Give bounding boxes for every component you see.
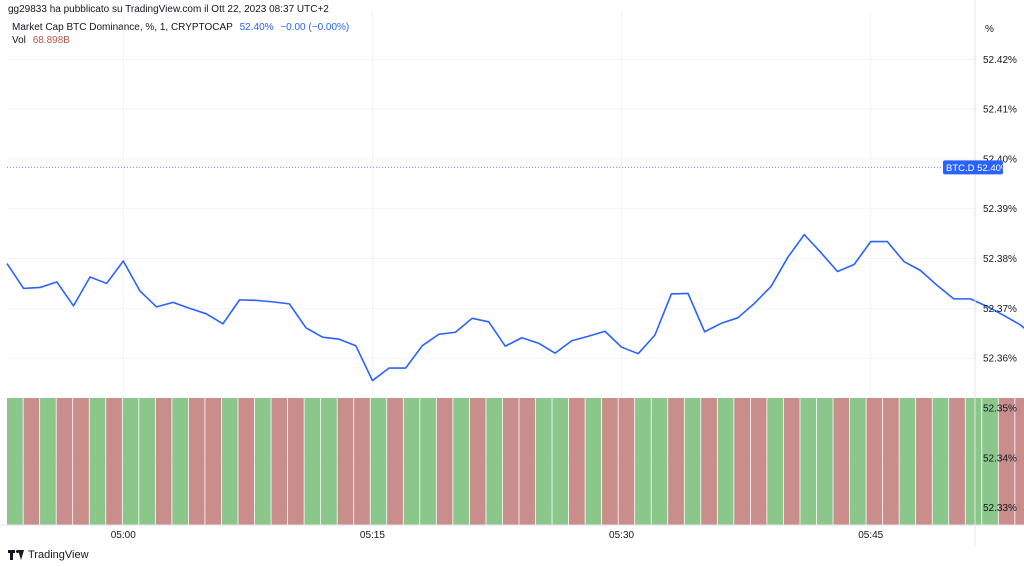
volume-legend: Vol 68.898B (12, 35, 74, 46)
y-tick-label: 52.38% (983, 254, 1017, 265)
y-tick-label: 52.41% (983, 105, 1017, 116)
volume-bar (403, 398, 420, 525)
volume-bar (883, 398, 899, 525)
volume-bar (502, 398, 519, 525)
volume-label: Vol (12, 35, 26, 46)
volume-bar (668, 398, 684, 525)
volume-bar (73, 398, 89, 525)
volume-bar (155, 398, 172, 525)
volume-bar (684, 398, 701, 525)
footer-brand[interactable]: TradingView (8, 549, 89, 561)
volume-bar (750, 398, 767, 525)
volume-bar (387, 398, 403, 525)
volume-bar (420, 398, 436, 525)
volume-bar (998, 398, 1015, 525)
volume-bar (89, 398, 106, 525)
volume-bar (701, 398, 717, 525)
volume-bar (767, 398, 784, 525)
volume-bar (899, 398, 916, 525)
volume-bar (651, 398, 668, 525)
volume-bar (469, 398, 486, 525)
series-line-btc-d (6, 233, 1024, 382)
volume-bar (602, 398, 618, 525)
series-label: Market Cap BTC Dominance, %, 1, CRYPTOCA… (12, 22, 233, 33)
volume-bar (833, 398, 850, 525)
volume-bar (618, 398, 635, 525)
volume-bar (965, 398, 982, 525)
volume-bar (188, 398, 205, 525)
volume-bar (254, 398, 271, 525)
volume-bar (172, 398, 189, 525)
volume-bar (635, 398, 651, 525)
volume-bar (552, 398, 569, 525)
volume-bar (717, 398, 734, 525)
volume-bar (271, 398, 288, 525)
volume-bar (205, 398, 222, 525)
volume-bar (221, 398, 238, 525)
y-tick-label: 52.42% (983, 55, 1017, 66)
y-tick-label: 52.40% (983, 154, 1017, 165)
volume-bar (568, 398, 585, 525)
series-legend: Market Cap BTC Dominance, %, 1, CRYPTOCA… (12, 22, 353, 33)
last-value: 52.40% (239, 22, 274, 33)
volume-bar (816, 398, 833, 525)
y-tick-label: 52.36% (983, 354, 1017, 365)
volume-bar (783, 398, 800, 525)
volume-bar (337, 398, 354, 525)
publish-header: gg29833 ha pubblicato su TradingView.com… (8, 4, 329, 15)
volume-bar (1015, 398, 1024, 525)
tradingview-logo-icon (8, 550, 24, 560)
volume-bar (354, 398, 370, 525)
volume-bar (932, 398, 949, 525)
volume-value: 68.898B (32, 35, 70, 46)
volume-bar (370, 398, 387, 525)
price-tag: BTC.D 52.40% (943, 160, 1010, 175)
volume-bars (7, 398, 1024, 525)
volume-bar (23, 398, 40, 525)
volume-bar (139, 398, 155, 525)
volume-bar (949, 398, 965, 525)
volume-bar (40, 398, 56, 525)
volume-bar (436, 398, 453, 525)
x-tick-label: 05:00 (111, 530, 136, 541)
x-tick-label: 05:15 (360, 530, 385, 541)
volume-bar (585, 398, 602, 525)
price-tag-bg (943, 160, 1003, 175)
volume-bar (519, 398, 536, 525)
volume-bar (238, 398, 255, 525)
volume-bar (56, 398, 73, 525)
volume-bar (7, 398, 23, 525)
x-tick-label: 05:30 (609, 530, 634, 541)
volume-bar (287, 398, 304, 525)
x-tick-label: 05:45 (858, 530, 883, 541)
volume-bar (982, 398, 998, 525)
volume-bar (866, 398, 883, 525)
volume-bar (122, 398, 139, 525)
volume-bar (486, 398, 503, 525)
y-tick-label: 52.35% (983, 403, 1017, 414)
volume-bar (304, 398, 321, 525)
y-tick-label: 52.33% (983, 503, 1017, 514)
y-tick-label: 52.34% (983, 453, 1017, 464)
price-tag-text: BTC.D 52.40% (946, 163, 1010, 174)
volume-bar (734, 398, 750, 525)
volume-bar (106, 398, 122, 525)
y-tick-label: 52.39% (983, 204, 1017, 215)
change-value: −0.00 (−0.00%) (280, 22, 350, 33)
volume-bar (453, 398, 470, 525)
volume-bar (800, 398, 817, 525)
volume-bar (535, 398, 552, 525)
y-tick-label: 52.37% (983, 304, 1017, 315)
volume-bar (849, 398, 866, 525)
brand-name: TradingView (28, 549, 89, 561)
volume-bar (916, 398, 932, 525)
axis-unit-label: % (985, 24, 994, 35)
volume-bar (321, 398, 337, 525)
